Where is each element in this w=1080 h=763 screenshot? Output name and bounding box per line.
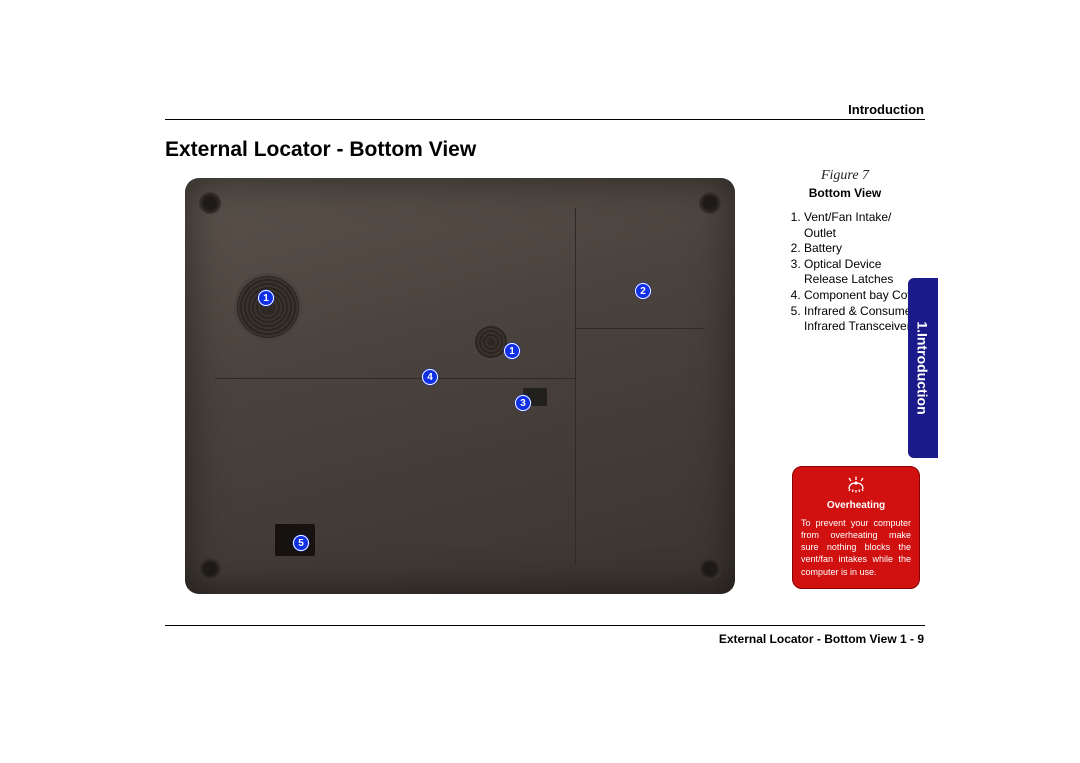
- callout-marker: 2: [635, 283, 651, 299]
- legend-list: Vent/Fan Intake/ OutletBatteryOptical De…: [786, 210, 926, 335]
- bottom-rule: [165, 625, 925, 626]
- callout-marker: 5: [293, 535, 309, 551]
- header-section: Introduction: [848, 102, 924, 117]
- legend-item: Vent/Fan Intake/ Outlet: [804, 210, 926, 241]
- panel-seam: [575, 208, 576, 564]
- vent-circle-center: [475, 326, 507, 358]
- warning-box: Overheating To prevent your computer fro…: [792, 466, 920, 589]
- chapter-tab-label: 1.Introduction: [915, 321, 931, 414]
- page-title: External Locator - Bottom View: [165, 138, 476, 162]
- callout-marker: 1: [504, 343, 520, 359]
- vent-circle: [237, 276, 299, 338]
- panel-seam: [215, 378, 575, 379]
- figure-number: Figure 7: [780, 168, 910, 184]
- callout-marker: 1: [258, 290, 274, 306]
- chapter-tab: 1.Introduction: [908, 278, 938, 458]
- warning-body: To prevent your computer from overheatin…: [801, 517, 911, 578]
- rubber-foot: [699, 558, 721, 580]
- warning-title: Overheating: [801, 500, 911, 511]
- figure-caption: Figure 7 Bottom View: [780, 168, 910, 200]
- laptop-bottom-photo: [185, 178, 735, 594]
- warning-icon: [801, 475, 911, 496]
- callout-marker: 4: [422, 369, 438, 385]
- rubber-foot: [199, 558, 221, 580]
- rubber-foot: [199, 192, 221, 214]
- legend-item: Battery: [804, 241, 926, 257]
- panel-seam: [575, 328, 705, 329]
- top-rule: [165, 119, 925, 120]
- page-footer: External Locator - Bottom View 1 - 9: [719, 632, 924, 646]
- figure-subtitle: Bottom View: [780, 186, 910, 200]
- rubber-foot: [699, 192, 721, 214]
- callout-marker: 3: [515, 395, 531, 411]
